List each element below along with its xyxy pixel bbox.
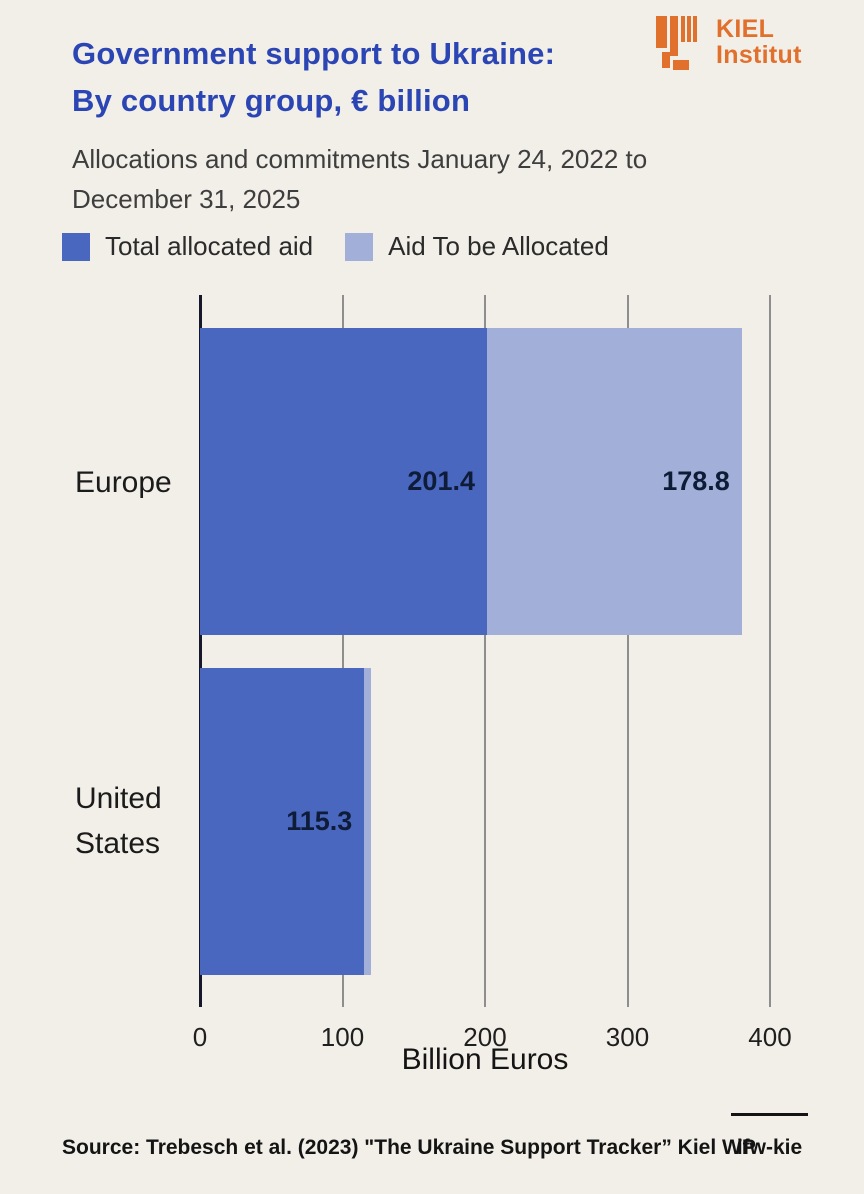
bar-segment-europe-allocated: 201.4 <box>200 328 487 635</box>
x-tick-label-200: 200 <box>463 1022 507 1052</box>
legend-item-to-be-allocated: Aid To be Allocated <box>345 231 609 262</box>
kiel-logo-text-line1: KIEL <box>716 15 775 43</box>
bar-segment-united-states-allocated: 115.3 <box>200 668 365 975</box>
page-title: Government support to Ukraine: By countr… <box>72 30 555 124</box>
gridline-400 <box>769 295 771 1007</box>
chart-subtitle-line2: December 31, 2025 <box>72 184 301 214</box>
bar-value-label: 115.3 <box>286 806 353 836</box>
brand-divider <box>731 1113 808 1116</box>
source-text: Source: Trebesch et al. (2023) "The Ukra… <box>62 1136 756 1159</box>
gridline-200 <box>484 295 486 1007</box>
kiel-logo: KIEL Institut <box>656 14 802 70</box>
page-title-line1: Government support to Ukraine: <box>72 36 556 71</box>
page-title-line2: By country group, € billion <box>72 83 471 118</box>
x-tick-label-100: 100 <box>320 1022 365 1052</box>
kiel-logo-text-line2: Institut <box>716 41 802 69</box>
category-label-united-states: United States <box>75 782 162 860</box>
x-axis-title: Billion Euros <box>401 1043 569 1076</box>
bar-value-label: 201.4 <box>407 466 475 496</box>
bar-segment-europe-to-be-allocated: 178.8 <box>486 328 742 635</box>
bar-segment-united-states-to-be-allocated <box>364 668 371 975</box>
legend-label-total-allocated: Total allocated aid <box>105 231 314 261</box>
legend-item-total-allocated: Total allocated aid <box>62 231 313 262</box>
chart-legend: Total allocated aid Aid To be Allocated <box>62 231 609 262</box>
legend-label-to-be-allocated: Aid To be Allocated <box>388 231 609 261</box>
bar-value-label: 178.8 <box>662 466 730 496</box>
x-tick-label-0: 0 <box>192 1022 208 1052</box>
y-axis-line <box>199 295 202 1007</box>
bar-chart-plot-area: 0 100 200 300 400 201.4 178.8 115.3 <box>193 295 800 1052</box>
x-tick-label-400: 400 <box>748 1022 792 1052</box>
category-label-europe: Europe <box>75 466 172 499</box>
legend-swatch-total-allocated <box>62 232 90 261</box>
kiel-logo-mark <box>656 16 697 70</box>
gridline-100 <box>341 295 344 1007</box>
x-tick-label-300: 300 <box>605 1022 650 1052</box>
legend-swatch-to-be-allocated <box>345 232 374 261</box>
chart-subtitle: Allocations and commitments January 24, … <box>72 139 647 219</box>
brand-text: ifw-kie <box>736 1136 803 1159</box>
kiel-logo-text: KIEL Institut <box>716 16 802 68</box>
chart-subtitle-line1: Allocations and commitments January 24, … <box>72 144 648 174</box>
gridline-300 <box>626 295 629 1007</box>
